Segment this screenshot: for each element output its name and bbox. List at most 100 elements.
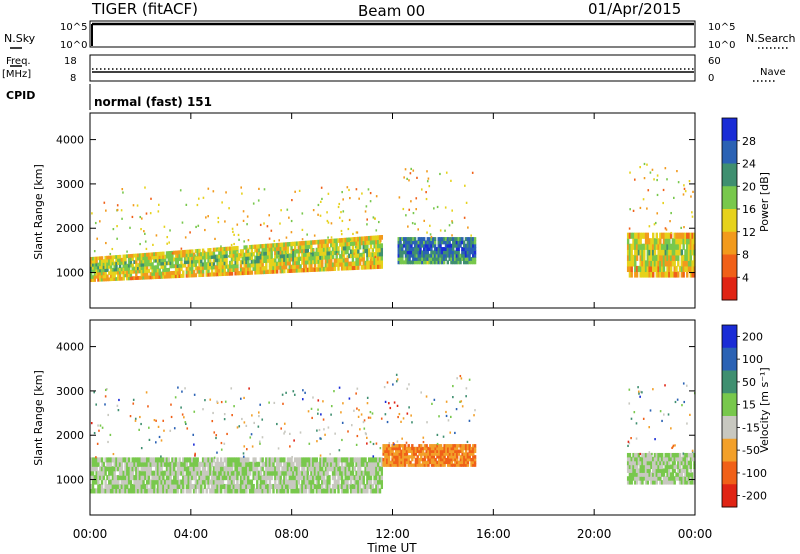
range-cell [192,262,196,268]
range-cell [455,243,459,248]
range-cell [174,475,178,481]
range-cell [671,480,675,485]
range-cell [369,260,373,266]
range-cell [225,483,228,490]
range-cell [367,479,371,485]
range-cell [301,244,304,250]
range-cell [414,457,418,462]
range-cell [641,260,644,267]
range-cell [214,461,217,467]
scatter-point [648,225,651,228]
range-cell [270,461,273,467]
range-cell [142,461,145,467]
range-cell [169,470,172,476]
range-cell [187,457,190,463]
range-cell [666,472,669,477]
scatter-point [241,192,243,195]
range-cell [182,253,185,258]
range-cell [436,444,439,448]
range-cell [461,250,464,255]
range-cell [227,483,230,490]
range-cell [97,475,100,481]
range-cell [412,237,415,242]
range-cell [426,260,430,265]
range-cell [346,457,349,463]
scatter-point [220,441,223,445]
range-cell [461,463,464,467]
range-cell [127,457,131,463]
range-cell [362,240,365,246]
range-cell [133,266,136,271]
range-cell [257,244,261,249]
range-cell [169,483,172,490]
range-cell [357,265,360,270]
range-cell [205,251,208,256]
range-cell [228,267,232,273]
range-cell [375,457,378,463]
range-cell [333,246,337,252]
range-cell [626,254,630,261]
range-cell [176,267,180,272]
range-cell [90,488,93,494]
scatter-point [184,387,186,390]
range-cell [207,461,210,467]
range-cell [138,266,142,271]
range-cell [678,249,682,256]
range-cell [313,263,317,268]
range-cell [324,457,328,463]
range-cell [326,258,329,264]
range-cell [426,237,430,242]
range-cell [277,479,281,485]
scatter-point [369,191,372,195]
range-cell [201,272,205,277]
range-cell [416,463,419,467]
range-cell [643,271,646,278]
range-cell [302,488,306,494]
range-cell [678,243,682,250]
range-cell [207,483,210,490]
range-cell [265,470,268,476]
range-cell [402,444,405,448]
range-cell [312,255,315,261]
scatter-point [149,212,152,215]
range-cell [366,248,369,254]
range-cell [127,488,131,494]
scatter-point [689,413,691,416]
range-cell [315,466,319,472]
scatter-point [158,435,161,439]
range-cell [357,466,360,472]
range-cell [147,466,151,472]
range-cell [236,263,239,269]
range-cell [221,475,225,481]
range-cell [677,476,680,481]
range-cell [90,269,93,273]
range-cell [228,479,232,485]
range-cell [297,479,300,485]
colorbar-tick-label: 16 [742,203,756,216]
range-cell [375,466,378,472]
range-cell [174,461,178,467]
range-cell [302,475,306,481]
scatter-point [340,411,342,414]
range-cell [292,461,295,467]
range-cell [342,241,346,247]
range-cell [310,479,313,485]
range-cell [250,255,254,261]
scatter-point [316,429,318,432]
scatter-point [230,387,233,390]
range-cell [442,253,446,258]
range-cell [442,250,446,255]
range-cell [302,483,306,490]
range-cell [122,257,125,262]
range-cell [432,250,435,255]
range-cell [339,470,342,476]
range-cell [95,466,98,472]
range-cell [207,251,210,256]
range-cell [221,483,225,490]
range-cell [144,259,147,264]
scatter-point [139,215,142,219]
range-cell [263,470,266,476]
range-cell [650,243,653,250]
range-cell [402,446,405,451]
range-cell [349,241,353,247]
